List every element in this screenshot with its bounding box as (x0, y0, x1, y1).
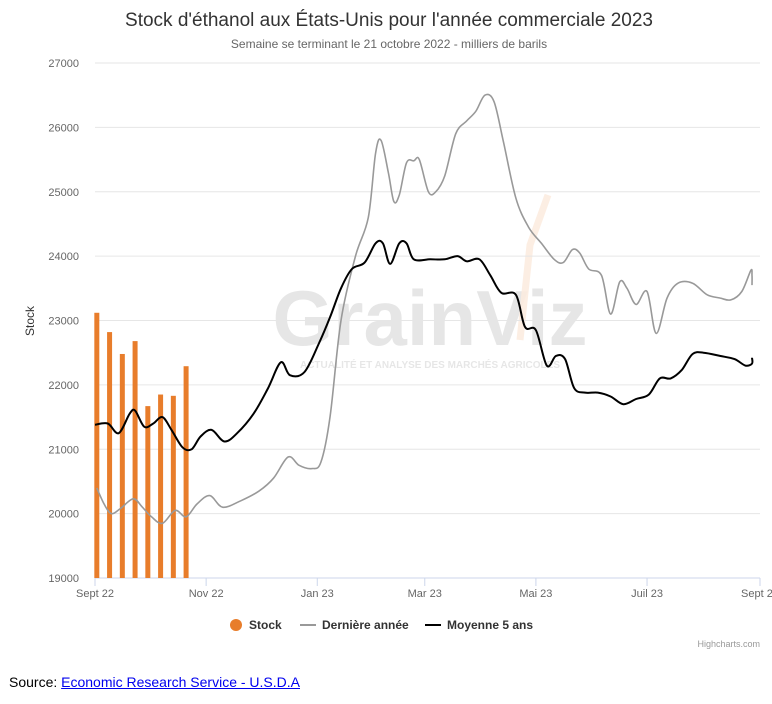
x-tick-label: Sept 23 (741, 588, 772, 600)
stock-bar (119, 353, 125, 578)
legend-item[interactable]: Moyenne 5 ans (425, 618, 533, 632)
chart-title: Stock d'éthanol aux États-Unis pour l'an… (125, 10, 653, 31)
x-tick-label: Jan 23 (301, 588, 334, 600)
x-tick-label: Nov 22 (189, 588, 224, 600)
y-tick-label: 26000 (48, 122, 79, 134)
stock-bar (145, 406, 151, 578)
stock-bar (170, 395, 176, 578)
y-tick-label: 27000 (48, 58, 79, 70)
watermark-wordmark: GrainViz (272, 274, 587, 362)
stock-bar (183, 366, 189, 578)
y-tick-label: 24000 (48, 251, 79, 263)
line-derniere-annee (96, 93, 753, 525)
y-tick-label: 21000 (48, 444, 79, 456)
legend-item[interactable]: Stock (230, 618, 282, 632)
y-tick-label: 20000 (48, 509, 79, 521)
stock-bar (94, 312, 100, 578)
source-line: Source: Economic Research Service - U.S.… (9, 674, 300, 690)
source-link[interactable]: Economic Research Service - U.S.D.A (61, 674, 300, 690)
chart-subtitle: Semaine se terminant le 21 octobre 2022 … (231, 37, 547, 51)
series-lines (94, 93, 754, 525)
source-prefix: Source: (9, 674, 62, 690)
legend-item[interactable]: Dernière année (300, 618, 409, 632)
legend-label: Stock (249, 618, 282, 632)
chart: Stock d'éthanol aux États-Unis pour l'an… (23, 10, 772, 649)
watermark-accent (516, 193, 552, 341)
y-tick-label: 22000 (48, 380, 79, 392)
x-tick-label: Mar 23 (408, 588, 442, 600)
legend-label: Dernière année (322, 618, 409, 632)
line-moyenne-5-ans (94, 239, 754, 452)
credits[interactable]: Highcharts.com (697, 639, 760, 649)
legend-label: Moyenne 5 ans (447, 618, 533, 632)
x-tick-label: Sept 22 (76, 588, 114, 600)
legend-symbol (230, 619, 242, 631)
gridlines (95, 62, 760, 579)
y-tick-label: 23000 (48, 316, 79, 328)
x-tick-label: Mai 23 (519, 588, 552, 600)
y-axis: 19000 20000 21000 22000 23000 24000 25000 26000… (48, 58, 79, 585)
x-tick-label: Juil 23 (631, 588, 663, 600)
y-tick-label: 19000 (48, 573, 79, 585)
legend: Stock Dernière année Moyenne 5 ans (230, 618, 533, 632)
stock-bars (94, 312, 189, 578)
x-axis: Sept 22 Nov 22 Jan 23 Mar 23 Mai 23 Juil 23 Se… (76, 577, 772, 600)
stock-bar (107, 332, 113, 578)
watermark-tagline: ACTUALITÉ ET ANALYSE DES MARCHÉS AGRICOL… (300, 358, 560, 371)
y-axis-title: Stock (23, 305, 37, 336)
stock-bar (132, 341, 138, 578)
stock-bar (158, 394, 164, 578)
y-tick-label: 25000 (48, 187, 79, 199)
